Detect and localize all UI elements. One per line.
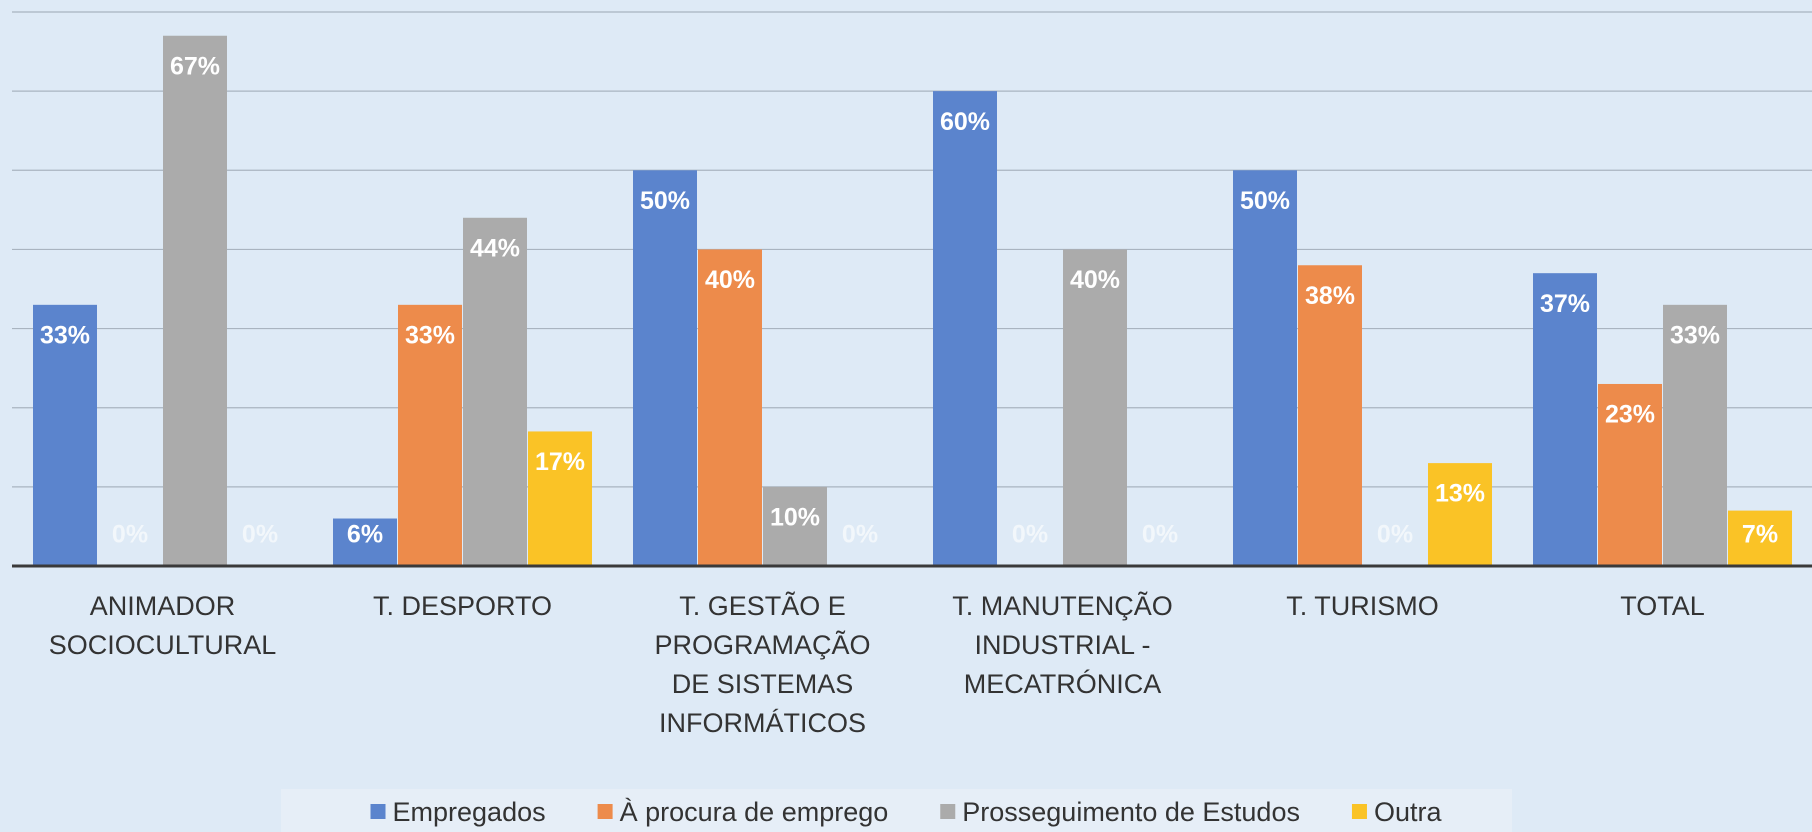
legend-label: À procura de emprego xyxy=(620,797,889,827)
data-label: 0% xyxy=(842,521,878,549)
bar xyxy=(1728,510,1792,566)
bar xyxy=(33,304,97,566)
legend-label: Prosseguimento de Estudos xyxy=(962,797,1300,827)
data-label: 17% xyxy=(535,448,585,476)
bar xyxy=(333,518,397,566)
data-label: 0% xyxy=(112,521,148,549)
legend-item: Empregados xyxy=(370,797,546,827)
bar xyxy=(463,217,527,566)
bar xyxy=(1233,170,1297,567)
data-label: 0% xyxy=(1377,521,1413,549)
legend-item: Outra xyxy=(1351,797,1443,827)
bar xyxy=(528,431,592,566)
legend-box xyxy=(281,789,1512,832)
bar xyxy=(163,35,227,566)
x-tick-label: TOTAL xyxy=(1620,591,1705,621)
data-label: 33% xyxy=(40,321,90,349)
bar xyxy=(633,170,697,567)
bar xyxy=(1598,383,1662,566)
data-label: 7% xyxy=(1742,521,1778,549)
x-tick-label: T. GESTÃO E PROGRAMAÇÃO DE SISTEMAS INFORMÁ… xyxy=(654,590,870,738)
data-label: 50% xyxy=(1240,187,1290,215)
bar xyxy=(1298,265,1362,566)
data-label: 0% xyxy=(1142,521,1178,549)
data-label: 33% xyxy=(1670,321,1720,349)
legend-swatch xyxy=(1351,804,1367,819)
data-label: 13% xyxy=(1435,480,1485,508)
x-tick-label: ANIMADOR SOCIOCULTURAL xyxy=(49,591,277,660)
data-label: 10% xyxy=(770,503,820,531)
data-label: 0% xyxy=(1012,521,1048,549)
x-tick-label: T. DESPORTO xyxy=(373,591,552,621)
legend-swatch xyxy=(370,804,386,819)
bar xyxy=(1533,273,1597,566)
legend-label: Outra xyxy=(1374,797,1443,827)
bar xyxy=(1663,304,1727,566)
data-label: 40% xyxy=(1070,266,1120,294)
data-label: 44% xyxy=(470,234,520,262)
bar xyxy=(398,304,462,566)
bar xyxy=(698,249,762,566)
data-label: 33% xyxy=(405,321,455,349)
bar xyxy=(1063,249,1127,566)
legend-label: Empregados xyxy=(393,797,546,827)
x-tick-label: T. MANUTENÇÃO INDUSTRIAL -MECATRÓNICA xyxy=(952,590,1173,699)
data-label: 23% xyxy=(1605,401,1655,429)
legend-item: Prosseguimento de Estudos xyxy=(940,797,1300,827)
data-label: 0% xyxy=(242,521,278,549)
data-label: 38% xyxy=(1305,282,1355,310)
data-label: 37% xyxy=(1540,290,1590,318)
bar xyxy=(933,91,997,567)
bar xyxy=(763,486,827,566)
data-label: 6% xyxy=(347,521,383,549)
legend-swatch xyxy=(940,804,956,819)
x-tick-label: T. TURISMO xyxy=(1286,591,1439,621)
data-label: 67% xyxy=(170,52,220,80)
legend-item: À procura de emprego xyxy=(597,797,889,827)
data-label: 40% xyxy=(705,266,755,294)
bar xyxy=(1428,463,1492,566)
data-label: 60% xyxy=(940,108,990,136)
data-label: 50% xyxy=(640,187,690,215)
legend-swatch xyxy=(597,804,613,819)
